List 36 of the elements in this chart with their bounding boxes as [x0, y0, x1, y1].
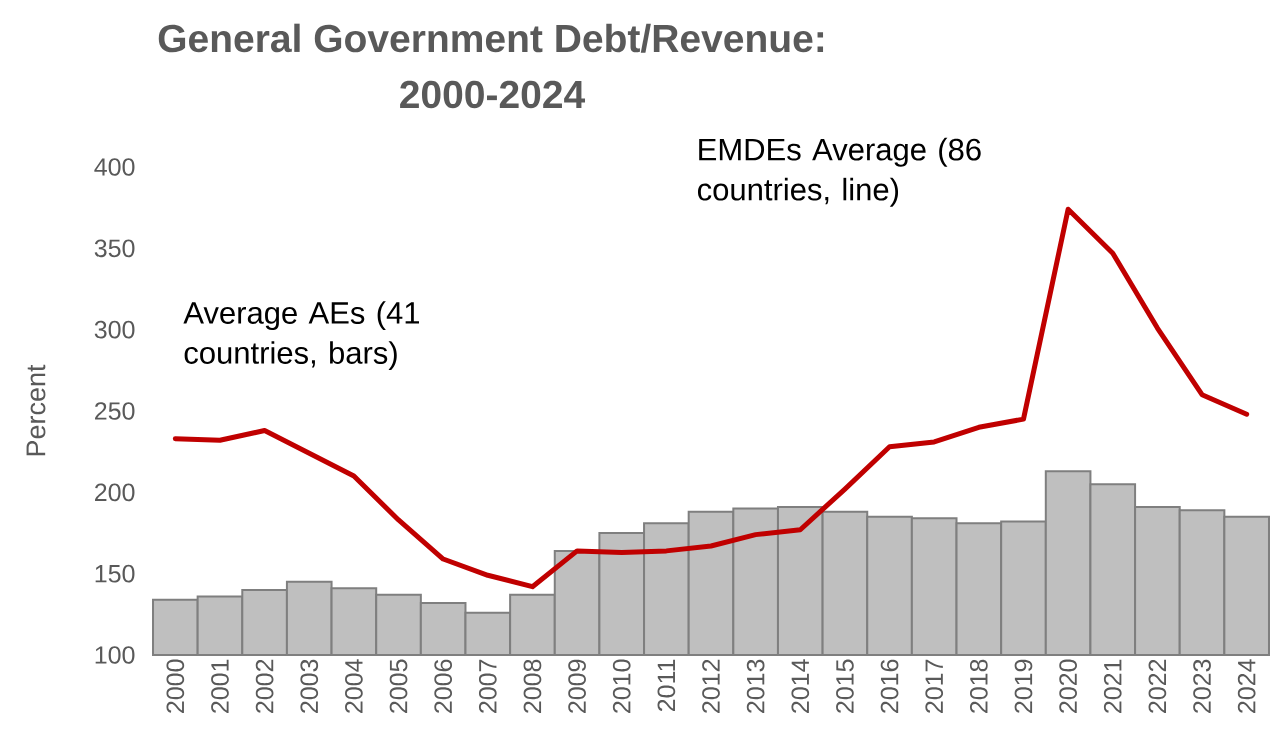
- x-tick-label: 2014: [791, 659, 810, 713]
- x-tick-label: 2016: [880, 659, 899, 713]
- x-tick-label: 2019: [1014, 659, 1033, 713]
- x-tick-label: 2005: [389, 659, 408, 713]
- x-tick-label: 2009: [568, 659, 586, 713]
- y-tick-label: 300: [94, 320, 135, 339]
- x-tick-label: 2006: [434, 659, 453, 713]
- annotation: Average AEs (41 countries, bars): [183, 301, 419, 371]
- y-tick-label: 100: [95, 646, 135, 664]
- x-tick-label: 2002: [255, 659, 274, 713]
- x-tick-label: 2022: [1148, 659, 1167, 713]
- chart-title: General Government Debt/Revenue: 2000-2024: [158, 23, 824, 109]
- y-tick-label: 200: [95, 483, 135, 502]
- x-tick-label: 2017: [925, 659, 944, 713]
- x-tick-label: 2003: [300, 659, 319, 713]
- x-tick-label: 2023: [1193, 659, 1211, 713]
- x-tick-label: 2004: [345, 659, 363, 713]
- y-axis-title: Percent: [26, 364, 46, 456]
- x-tick-label: 2011: [657, 659, 676, 712]
- x-tick-label: 2007: [478, 659, 497, 713]
- x-tick-label: 2012: [702, 659, 720, 713]
- x-tick-label: 2024: [1237, 659, 1256, 713]
- x-tick-label: 2000: [166, 659, 185, 713]
- x-tick-label: 2010: [612, 659, 631, 713]
- x-tick-label: 2013: [746, 659, 765, 713]
- y-tick-label: 350: [94, 239, 135, 258]
- y-tick-label: 400: [94, 158, 135, 176]
- x-tick-label: 2020: [1059, 659, 1077, 713]
- x-tick-label: 2018: [969, 659, 988, 713]
- annotation: EMDEs Average (86 countries, line): [698, 137, 981, 207]
- x-tick-label: 2008: [523, 659, 542, 713]
- x-tick-label: 2021: [1103, 659, 1122, 713]
- y-tick-label: 150: [95, 564, 135, 583]
- y-tick-label: 250: [95, 402, 135, 420]
- x-tick-label: 2015: [836, 659, 854, 713]
- x-tick-label: 2001: [211, 659, 229, 713]
